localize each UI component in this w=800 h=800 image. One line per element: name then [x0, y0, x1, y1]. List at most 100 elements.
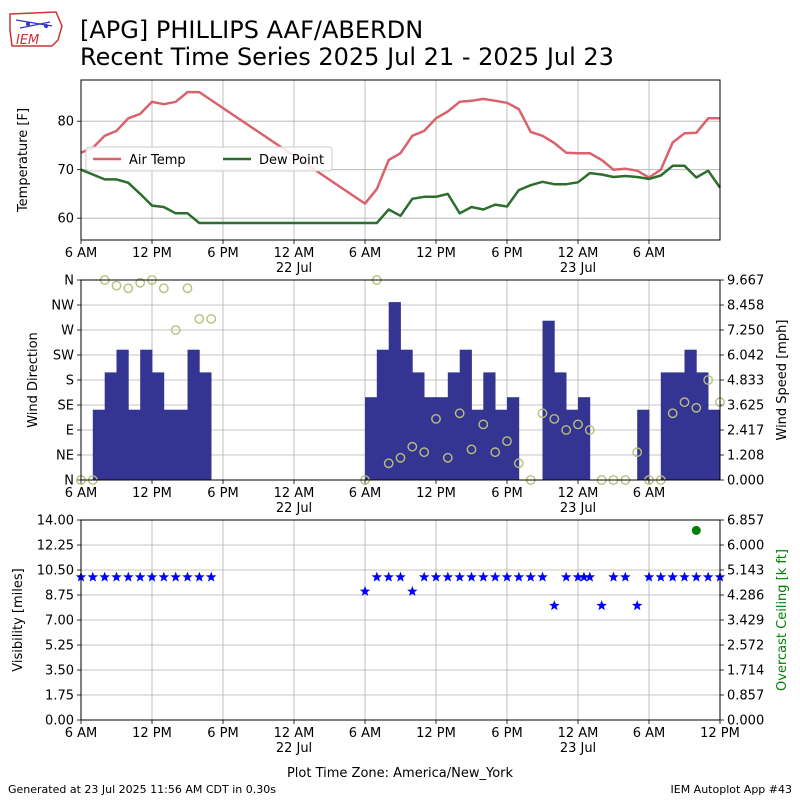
x-tick-label: 12 AM [558, 726, 599, 741]
visibility-point [631, 600, 643, 611]
logo-text: IEM [16, 33, 39, 48]
x-tick-label: 6 PM [207, 486, 238, 501]
x-tick-label: 12 PM [700, 726, 740, 741]
chart-title-station: [APG] PHILLIPS AAF/ABERDN [80, 16, 424, 44]
wind-speed-bar [163, 409, 176, 480]
wind-direction-point [632, 447, 643, 458]
visibility-point [679, 571, 690, 582]
wind-direction-point [431, 413, 441, 424]
y2-tick-label: 6.000 [727, 539, 764, 554]
wind-speed-bar [412, 372, 425, 480]
y2-tick-label: 0.857 [727, 689, 764, 704]
visibility-point [489, 571, 501, 582]
wind-speed-bar [104, 372, 117, 480]
x-tick-label: 6 AM [65, 246, 98, 261]
wind-speed-bar [542, 320, 555, 480]
iem-logo: IEM [6, 6, 66, 56]
x-tick-label: 6 PM [491, 726, 522, 741]
x-date-label: 22 Jul [276, 741, 312, 756]
visibility-point [537, 571, 548, 582]
wind-direction-point [135, 277, 146, 288]
visibility-point [395, 571, 406, 582]
visibility-point [146, 571, 158, 582]
y2-tick-label: 0.000 [727, 714, 764, 729]
x-tick-label: 12 AM [274, 246, 315, 261]
y-tick-label: 70 [57, 163, 74, 178]
y-tick-label: 7.00 [45, 614, 74, 629]
y2-tick-label: 6.042 [727, 349, 764, 364]
wind-speed-bar [92, 409, 105, 480]
wind-direction-point [466, 444, 477, 455]
wind-direction-point [407, 441, 418, 452]
wind-direction-point [395, 452, 406, 463]
x-tick-label: 12 AM [558, 486, 599, 501]
wind-speed-bar [554, 372, 567, 480]
visibility-point [667, 571, 678, 582]
x-date-label: 22 Jul [276, 501, 312, 516]
wind-speed-bar [116, 349, 129, 480]
visibility-point [525, 571, 536, 582]
y-tick-label: 8.75 [45, 589, 74, 604]
wind-speed-bar [376, 349, 389, 480]
y2-tick-label: 9.667 [727, 274, 764, 289]
y2-tick-label: 3.625 [727, 399, 764, 414]
wind-direction-point [194, 313, 205, 324]
y-tick-label: 10.50 [37, 564, 74, 579]
wind-speed-bar [708, 409, 721, 480]
wind-direction-point [111, 280, 122, 291]
x-tick-label: 6 AM [349, 246, 382, 261]
wind-panel: 6 AM 12 PM 6 PM 12 AM 6 AM 12 PM 6 PM 12 AM 6 AM… [26, 274, 790, 517]
wind-direction-point [182, 283, 193, 294]
x-tick-label: 12 PM [132, 486, 172, 501]
wind-speed-bar [495, 409, 508, 480]
wind-speed-bar [696, 372, 709, 480]
visibility-point [134, 571, 146, 582]
y2-tick-label: 1.714 [727, 664, 764, 679]
generated-note: Generated at 23 Jul 2025 11:56 AM CDT in… [8, 783, 276, 796]
y-tick-label: 14.00 [37, 514, 74, 529]
wind-direction-point [123, 283, 134, 294]
visibility-point [643, 571, 655, 582]
visibility-point [608, 571, 619, 582]
wind-direction-point [442, 452, 453, 463]
visibility-point [111, 571, 122, 582]
wind-speed-bar [660, 372, 673, 480]
wind-direction-point [549, 413, 560, 424]
visibility-point [702, 571, 714, 582]
panel-border [80, 79, 721, 241]
y2-tick-label: 4.286 [727, 589, 764, 604]
y2-tick-label: 5.143 [727, 564, 764, 579]
y-tick-label: 3.50 [45, 664, 74, 679]
y-tick-label: 1.75 [45, 689, 74, 704]
y-tick-label: E [66, 424, 74, 439]
y-tick-label: N [64, 474, 74, 489]
temperature-panel: 6 AM 12 PM 6 PM 12 AM 6 AM 12 PM 6 PM 12 AM 6 AM… [16, 79, 722, 276]
x-tick-label: 6 PM [207, 726, 238, 741]
visibility-point [182, 571, 193, 582]
x-tick-label: 12 PM [416, 486, 456, 501]
wind-speed-bar [459, 349, 472, 480]
wind-direction-point [419, 447, 430, 458]
visibility-point [691, 571, 702, 582]
visibility-point [371, 571, 383, 582]
wind-direction-point [691, 402, 702, 413]
x-tick-label: 6 AM [65, 726, 98, 741]
y2-tick-label: 1.208 [727, 449, 764, 464]
visibility-point [513, 571, 525, 582]
x-tick-label: 6 AM [349, 726, 382, 741]
x-tick-label: 6 AM [349, 486, 382, 501]
wind-speed-bar [436, 397, 449, 480]
x-tick-label: 12 PM [132, 726, 172, 741]
wind-direction-point [667, 408, 678, 419]
visibility-point [578, 571, 590, 582]
y-tick-label: N [64, 274, 74, 289]
x-tick-label: 12 AM [274, 486, 315, 501]
visibility-point [454, 571, 465, 582]
panel-border [80, 279, 721, 481]
x-tick-label: 12 AM [274, 726, 315, 741]
x-tick-label: 12 PM [132, 246, 172, 261]
wind-speed-bar [365, 397, 378, 480]
y-tick-label: 5.25 [45, 639, 74, 654]
y-tick-label: 12.25 [37, 539, 74, 554]
